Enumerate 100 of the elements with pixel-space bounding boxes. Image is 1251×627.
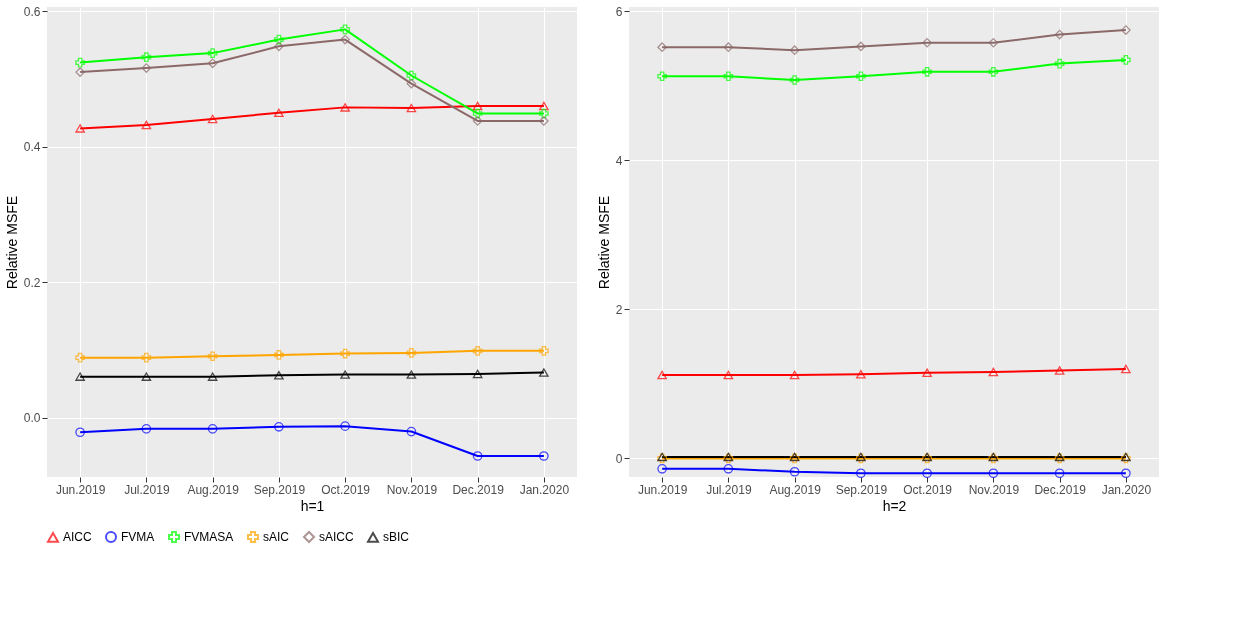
point	[657, 370, 667, 380]
legend-label: FVMA	[121, 530, 155, 544]
point	[472, 101, 483, 111]
point	[340, 24, 350, 35]
point	[141, 372, 152, 381]
point	[789, 75, 800, 85]
point	[274, 41, 284, 52]
point	[1121, 25, 1131, 35]
x-tick-label: Aug.2019	[187, 482, 240, 497]
point	[988, 468, 999, 479]
point	[75, 372, 85, 381]
point	[207, 351, 218, 362]
point	[141, 352, 152, 363]
point	[406, 348, 417, 358]
x-tick-label: Sep.2019	[835, 482, 888, 497]
point	[856, 468, 866, 479]
point	[207, 58, 218, 69]
point	[207, 114, 218, 124]
point	[723, 370, 734, 380]
point	[472, 108, 483, 119]
point	[274, 350, 284, 360]
x-tick-label: Jan.2020	[1101, 482, 1152, 497]
y-tick-label: 0.2	[23, 275, 41, 290]
x-tick-label: Jul.2019	[706, 482, 752, 497]
x-tick-label: Nov.2019	[968, 482, 1020, 497]
point	[789, 466, 800, 477]
point	[406, 426, 417, 437]
y-tick-label: 0.6	[23, 4, 41, 19]
legend-label: sBIC	[383, 530, 410, 545]
point	[922, 468, 932, 479]
point	[207, 48, 218, 58]
point	[1121, 55, 1131, 65]
point	[539, 451, 549, 461]
point	[406, 370, 417, 379]
legend-label: sAICC	[319, 530, 354, 544]
point	[340, 34, 350, 45]
point	[472, 116, 483, 126]
point	[472, 346, 483, 356]
point	[723, 463, 734, 474]
point	[274, 34, 284, 45]
y-tick-label: 6	[615, 4, 623, 19]
point	[1121, 468, 1131, 479]
point	[856, 41, 866, 52]
point	[1054, 366, 1065, 375]
y-tick-label: 0.0	[23, 411, 41, 426]
point	[141, 424, 152, 434]
point	[657, 42, 667, 53]
legend-label: AICC	[63, 530, 92, 545]
point	[274, 371, 284, 380]
point	[922, 368, 932, 377]
point	[207, 424, 218, 434]
x-tick-label: Oct.2019	[321, 482, 371, 497]
x-tick-label: Dec.2019	[1034, 482, 1087, 497]
point	[406, 103, 417, 113]
point	[1054, 58, 1065, 69]
x-tick-label: Jun.2019	[55, 482, 106, 497]
point	[406, 70, 417, 81]
point	[207, 372, 218, 381]
point	[789, 370, 800, 380]
point	[789, 45, 800, 56]
point	[1121, 364, 1131, 374]
point	[141, 63, 152, 73]
x-axis-title: h=2	[882, 497, 907, 514]
x-tick-label: Sep.2019	[253, 482, 306, 497]
y-axis-title: Relative MSFE	[3, 195, 20, 290]
point	[75, 57, 85, 68]
point	[340, 103, 350, 112]
point	[657, 71, 667, 82]
y-axis-title: Relative MSFE	[595, 195, 612, 290]
x-tick-label: Aug.2019	[769, 482, 822, 497]
x-tick-label: Nov.2019	[386, 482, 438, 497]
point	[723, 71, 734, 82]
point	[75, 124, 85, 133]
x-tick-label: Oct.2019	[903, 482, 953, 497]
point	[141, 120, 152, 130]
y-tick-label: 4	[615, 153, 623, 168]
x-tick-label: Jan.2020	[519, 482, 570, 497]
point	[723, 42, 734, 53]
point	[1054, 29, 1065, 40]
point	[539, 368, 549, 377]
legend-label: sAIC	[263, 530, 290, 544]
point	[988, 66, 999, 77]
y-tick-label: 0.4	[23, 140, 41, 155]
point	[539, 116, 549, 126]
point	[274, 421, 284, 432]
point	[922, 37, 932, 48]
point	[340, 348, 350, 359]
x-tick-label: Jun.2019	[637, 482, 688, 497]
point	[340, 421, 350, 431]
point	[75, 352, 85, 363]
x-tick-label: Dec.2019	[452, 482, 505, 497]
legend-label: FVMASA	[184, 530, 234, 544]
point	[406, 78, 417, 89]
y-tick-label: 2	[615, 302, 623, 317]
point	[472, 451, 483, 461]
y-tick-label: 0	[615, 451, 623, 466]
point	[856, 71, 866, 82]
point	[539, 346, 549, 356]
point	[75, 427, 85, 438]
point	[988, 367, 999, 377]
